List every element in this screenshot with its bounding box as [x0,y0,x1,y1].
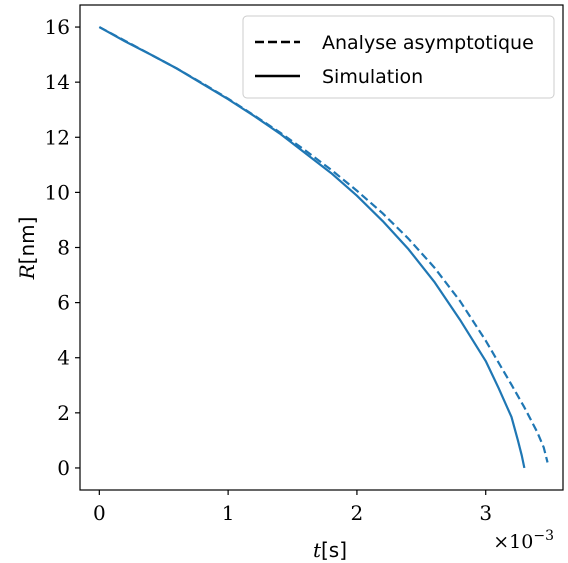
legend-box [242,15,555,99]
y-axis-ticks: 0 2 4 6 8 10 12 14 16 [45,15,80,480]
x-tick-label: 2 [351,501,364,525]
legend-label-asymptotic: Analyse asymptotique [322,32,534,54]
y-tick-label: 0 [57,456,70,480]
y-tick-label: 4 [57,346,70,370]
y-tick-label: 16 [45,15,70,39]
series-line-simulation [98,26,526,469]
x-axis-label: t[s] [313,538,347,562]
x-tick-label: 3 [479,501,492,525]
legend-label-simulation: Simulation [322,66,423,88]
legend: Analyse asymptotique Simulation [242,15,555,99]
y-axis-label: R[nm] [15,217,39,281]
y-tick-label: 2 [57,401,70,425]
y-tick-label: 10 [45,180,70,204]
y-tick-label: 14 [45,70,70,94]
x-tick-label: 0 [93,501,106,525]
y-tick-label: 8 [57,236,70,260]
x-axis-ticks: 0 1 2 3 [93,490,492,525]
plot-lines [98,26,549,469]
x-tick-label: 1 [222,501,235,525]
y-tick-label: 6 [57,291,70,315]
y-tick-label: 12 [45,125,70,149]
x-axis-multiplier: ×10−3 [493,528,554,553]
